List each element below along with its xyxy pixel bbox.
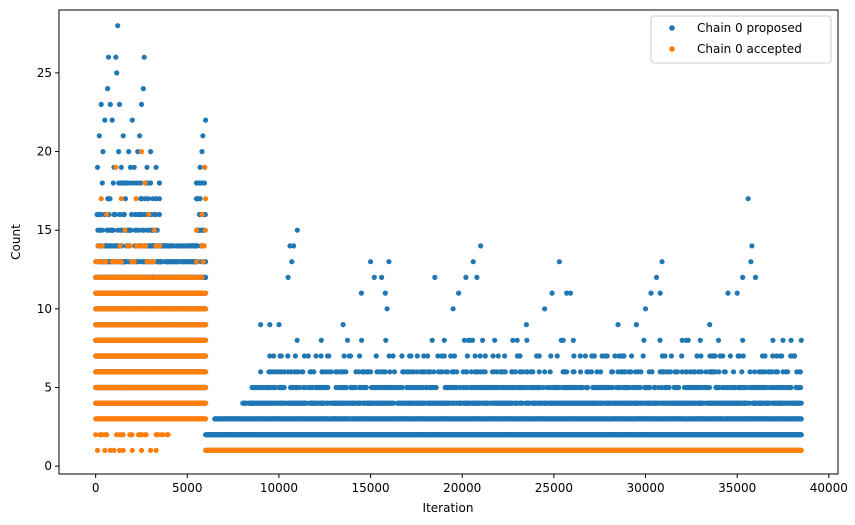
point-proposed: [153, 211, 159, 218]
point-proposed: [156, 211, 162, 218]
point-proposed: [122, 196, 128, 202]
point-proposed: [107, 196, 113, 202]
point-proposed: [121, 211, 127, 218]
point-proposed: [129, 211, 135, 218]
point-proposed: [798, 416, 804, 422]
point-proposed: [138, 180, 144, 186]
point-proposed: [201, 180, 208, 186]
point-proposed: [145, 196, 151, 202]
point-proposed: [99, 227, 105, 233]
point-proposed: [98, 211, 104, 218]
point-proposed: [156, 180, 162, 186]
point-proposed: [156, 196, 162, 202]
point-proposed: [117, 211, 123, 218]
point-proposed: [136, 227, 142, 233]
point-proposed: [128, 227, 134, 233]
point-proposed: [197, 196, 203, 202]
point-proposed: [194, 243, 200, 249]
points-layer: [93, 23, 804, 453]
point-proposed: [112, 211, 119, 218]
point-proposed: [110, 227, 116, 233]
point-proposed: [110, 180, 116, 186]
point-proposed: [148, 180, 154, 186]
point-proposed: [203, 274, 209, 280]
point-proposed: [798, 432, 804, 438]
point-proposed: [141, 227, 147, 233]
point-proposed: [99, 180, 105, 186]
